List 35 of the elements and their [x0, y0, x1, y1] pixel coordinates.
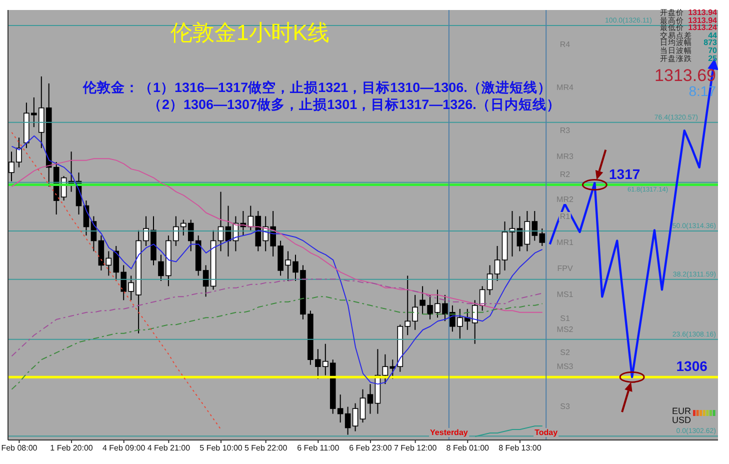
candlestick — [202, 264, 209, 298]
annotation: 1306 — [676, 358, 708, 374]
x-tick-label: 1 Feb 20:00 — [50, 444, 94, 453]
x-tick-label: 6 Feb 23:00 — [349, 444, 392, 453]
annotation: Today — [534, 428, 559, 437]
annotation: EUR — [672, 406, 692, 416]
candlestick — [367, 384, 374, 414]
annotation: Yesterday — [429, 428, 469, 437]
annotation: 25 — [708, 54, 717, 63]
candlestick — [360, 388, 366, 424]
x-tick-label: 4 Feb 09:00 — [102, 444, 146, 453]
candlestick — [352, 402, 358, 432]
candlestick — [524, 210, 530, 252]
annotation: 1317 — [609, 166, 640, 182]
annotation: 1313.94 — [688, 16, 717, 25]
candlestick — [486, 264, 493, 296]
annotation: 1313.24 — [688, 23, 717, 32]
annotation: 1313.94 — [688, 8, 717, 17]
x-tick-label: 8 Feb 13:00 — [498, 444, 542, 453]
candlestick — [516, 216, 523, 252]
annotation: 44 — [708, 30, 717, 40]
x-tick-label: 5 Feb 22:00 — [244, 444, 288, 453]
x-tick-label: 6 Feb 11:00 — [297, 444, 340, 453]
candlestick — [382, 354, 388, 385]
x-tick-label: 4 Feb 21:00 — [147, 444, 191, 453]
annotation: 873 — [704, 38, 717, 48]
text: 伦敦金1小时K线 — [170, 19, 330, 47]
candlestick — [344, 406, 351, 436]
annotation: 70 — [708, 46, 717, 55]
annotation: USD — [672, 415, 692, 425]
x-tick-label: 7 Feb 12:00 — [394, 444, 438, 453]
x-tick-label: 5 Feb 10:00 — [200, 444, 243, 453]
x-tick-label: 8 Feb 01:00 — [446, 444, 490, 453]
candlestick — [494, 245, 500, 282]
x-tick-label: Feb 08:00 — [1, 444, 38, 453]
